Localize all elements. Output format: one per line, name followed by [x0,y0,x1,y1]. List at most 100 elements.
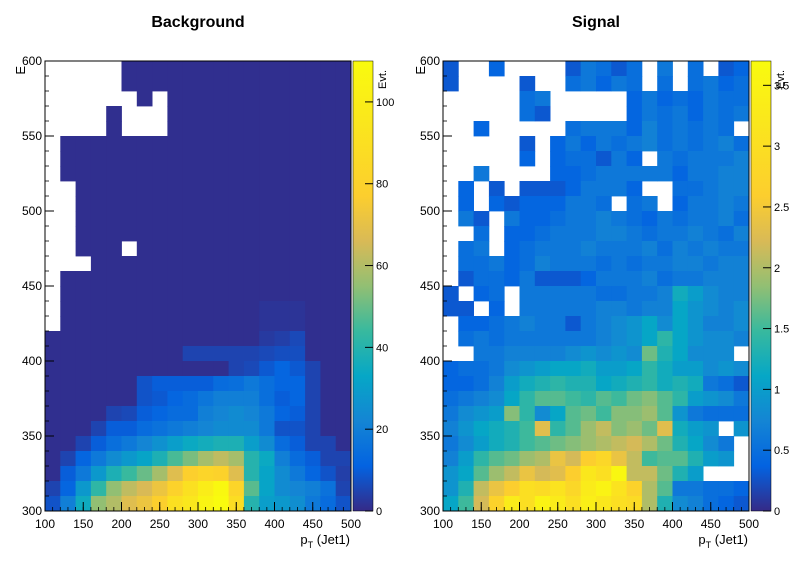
heatmap-cell [289,376,306,392]
heatmap-cell [718,196,735,212]
heatmap-cell [672,466,689,482]
heatmap-cell [626,151,643,167]
heatmap-cell [121,196,138,212]
heatmap-cell [213,346,229,362]
heatmap-cell [687,181,704,197]
heatmap-cell [106,331,122,347]
heatmap-cell [167,241,184,257]
heatmap-cell [488,346,505,362]
heatmap-cell [626,346,643,362]
heatmap-cell [550,466,566,482]
heatmap-cell [60,466,76,482]
x-tick-label: 400 [662,517,682,531]
heatmap-cell [243,301,260,317]
heatmap-cell [443,391,459,407]
heatmap-cell [626,466,643,482]
x-tick-label: 500 [739,517,759,531]
heatmap-cell [152,76,168,92]
heatmap-cell [580,301,597,317]
heatmap-cell [596,271,612,287]
heatmap-cell [106,376,122,392]
heatmap-cell [259,361,275,377]
heatmap-cell [335,256,352,272]
heatmap-cell [45,376,61,392]
heatmap-cell [182,61,199,77]
heatmap-cell [60,421,76,437]
heatmap-cell [473,121,490,137]
heatmap-cell [687,406,704,422]
heatmap-cell [259,436,275,452]
heatmap-cell [243,256,260,272]
heatmap-cell [504,376,520,392]
heatmap-cell [657,286,673,302]
heatmap-cell [534,436,551,452]
heatmap-cell [703,91,719,107]
heatmap-cell [243,361,260,377]
heatmap-cell [228,346,245,362]
heatmap-cell [305,286,321,302]
colorbar-tick-label: 0.5 [774,445,789,457]
heatmap-cell [504,346,520,362]
heatmap-cell [75,391,92,407]
heatmap-cell [519,481,536,497]
heatmap-cell [259,121,275,137]
heatmap-cell [596,376,612,392]
heatmap-cell [626,166,643,182]
heatmap-cell [167,346,184,362]
heatmap-cell [596,136,612,152]
heatmap-cell [596,286,612,302]
heatmap-cell [152,331,168,347]
heatmap-cell [167,376,184,392]
heatmap-cell [335,241,352,257]
heatmap-cell [121,496,138,512]
heatmap-cell [733,76,750,92]
heatmap-cell [198,211,214,227]
heatmap-cell [198,256,214,272]
heatmap-cell [274,121,291,137]
heatmap-cell [458,271,474,287]
heatmap-cell [641,316,658,332]
heatmap-cell [121,346,138,362]
heatmap-cell [90,226,107,242]
x-axis-label: pT (Jet1) [300,532,350,550]
heatmap-cell [473,226,490,242]
heatmap-cell [443,436,459,452]
y-tick-label: 600 [22,54,42,68]
heatmap-cell [320,241,337,257]
heatmap-cell [152,421,168,437]
heatmap-cell [672,301,689,317]
heatmap-cell [504,271,520,287]
x-tick-label: 450 [701,517,721,531]
heatmap-cell [733,391,750,407]
heatmap-cell [626,271,643,287]
heatmap-cell [519,391,536,407]
heatmap-cell [243,241,260,257]
heatmap-cell [534,361,551,377]
heatmap-cell [243,346,260,362]
heatmap-cell [167,331,184,347]
heatmap-cell [228,271,245,287]
heatmap-cell [320,106,337,122]
heatmap-cell [335,271,352,287]
heatmap-cell [611,346,627,362]
heatmap-cell [626,481,643,497]
heatmap-cell [152,301,168,317]
heatmap-cell [488,256,505,272]
heatmap-cell [121,256,138,272]
heatmap-cell [565,121,582,137]
heatmap-cell [75,421,92,437]
heatmap-cell [733,151,750,167]
heatmap-cell [703,271,719,287]
heatmap-cell [106,211,122,227]
heatmap-cell [473,376,490,392]
heatmap-cell [335,61,352,77]
heatmap-cell [60,301,76,317]
heatmap-cell [198,166,214,182]
heatmap-cell [274,91,291,107]
heatmap-cell [596,391,612,407]
heatmap-cell [641,301,658,317]
heatmap-cell [136,91,153,107]
heatmap-cell [335,391,352,407]
heatmap-cell [305,166,321,182]
heatmap-cell [335,121,352,137]
